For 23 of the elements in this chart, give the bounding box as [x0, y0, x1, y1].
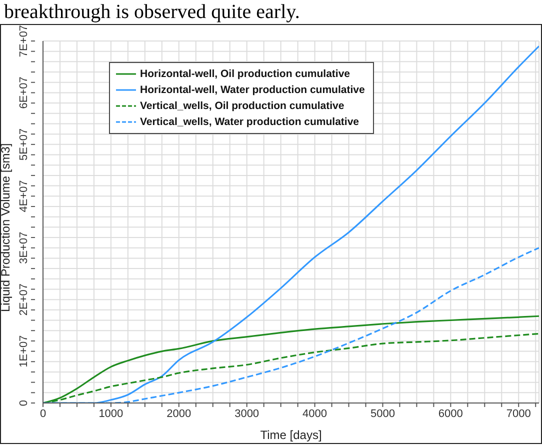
y-tick-label: 2E+07 — [18, 284, 30, 316]
x-tick-label: 7000 — [506, 408, 531, 420]
legend-label: Vertical_wells, Water production cumulative — [140, 116, 360, 128]
y-tick-label: 0 — [18, 400, 30, 406]
x-tick-label: 2000 — [166, 408, 192, 420]
y-tick-label: 6E+07 — [18, 76, 30, 109]
text: breakthrough is observed quite early. — [3, 0, 301, 24]
x-tick-label: 5000 — [370, 408, 395, 420]
y-tick-label: 5E+07 — [18, 128, 30, 160]
legend-label: Horizontal-well, Water production cumulative — [140, 84, 365, 96]
y-tick-label: 7E+07 — [18, 24, 30, 58]
y-axis-title: Liquid Production Volume [sm3] — [0, 143, 12, 312]
x-axis-title: Time [days] — [260, 428, 322, 442]
x-tick-label: 1000 — [98, 408, 124, 420]
x-tick-label: 3000 — [234, 408, 260, 420]
x-tick-label: 4000 — [302, 408, 328, 420]
x-tick-label: 6000 — [438, 408, 463, 420]
x-tick-label: 0 — [40, 408, 46, 420]
legend-label: Horizontal-well, Oil production cumulative — [140, 68, 350, 80]
y-tick-label: 4E+07 — [18, 180, 30, 212]
legend-label: Vertical_wells, Oil production cumulative — [140, 100, 344, 112]
y-tick-label: 3E+07 — [18, 232, 30, 264]
y-tick-label: 1E+07 — [18, 335, 30, 368]
